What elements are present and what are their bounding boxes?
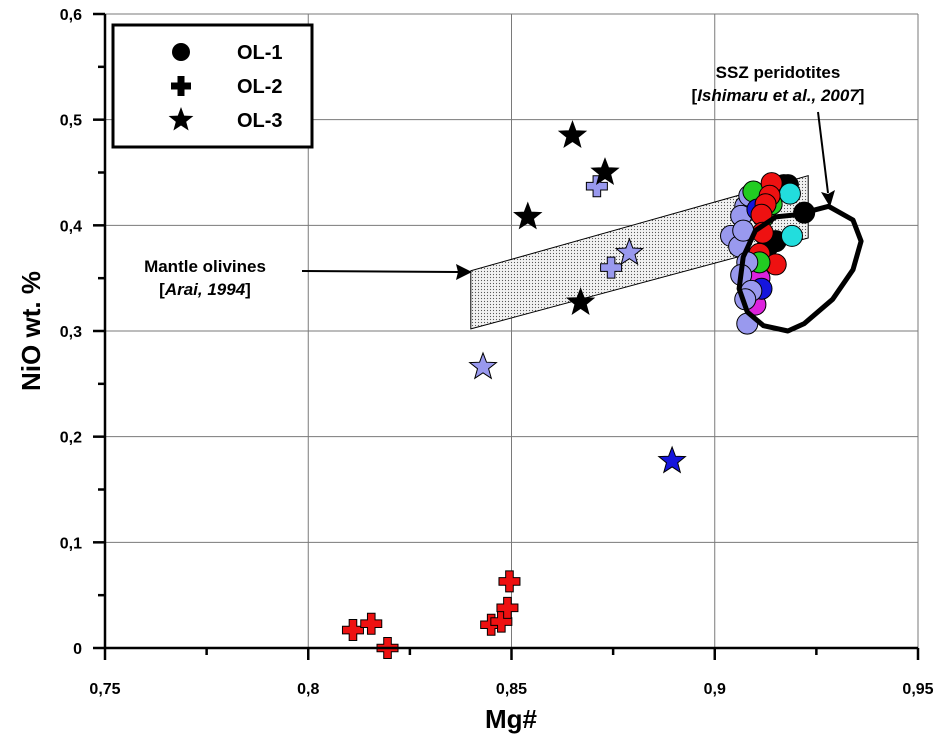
annotations: Mantle olivines [Arai, 1994] SSZ peridot… (144, 63, 864, 299)
x-axis-title: Mg# (485, 704, 538, 734)
annotation-ssz-line1: SSZ peridotites (716, 63, 841, 82)
y-tick-label: 0,1 (60, 535, 82, 552)
legend-label-ol-3: OL-3 (237, 110, 283, 132)
ol-3-point (590, 157, 620, 185)
annotation-ssz-line2: [Ishimaru et al., 2007] (692, 86, 865, 105)
legend-box (111, 23, 314, 149)
y-tick-label: 0,2 (60, 430, 82, 447)
mantle-olivines-field (470, 175, 809, 330)
legend-marker-ol-1 (172, 43, 190, 61)
y-tick-label: 0,3 (60, 324, 82, 341)
ol-3-point (557, 120, 588, 148)
x-tick-label: 0,95 (902, 681, 933, 698)
y-tick-label: 0,5 (60, 113, 82, 130)
ol-3-point (468, 351, 498, 380)
x-tick-label: 0,85 (496, 681, 527, 698)
legend-marker-ol-3 (168, 107, 194, 131)
y-tick-label: 0 (73, 641, 82, 658)
ol-2-point (600, 256, 623, 279)
y-tick-label: 0,6 (60, 7, 82, 24)
x-tick-label: 0,8 (297, 681, 319, 698)
x-tick-label: 0,75 (89, 681, 120, 698)
ssz-peridotites-field (736, 203, 864, 334)
y-tick-label: 0,4 (60, 218, 82, 235)
annotation-ssz-arrow (817, 111, 829, 194)
annotation-mantle-line1: Mantle olivines (144, 257, 266, 276)
ol-1-point (778, 182, 801, 205)
legend-label-ol-2: OL-2 (237, 76, 283, 98)
annotation-mantle-arrowhead (456, 264, 472, 280)
data-points (341, 120, 864, 659)
ticks: 0,75 0,8 0,85 0,9 0,95 0 0,1 0,2 0,3 0,4 0,5 0,6 (60, 7, 934, 698)
legend-marker-ol-2 (171, 76, 191, 96)
ol-2-point (496, 596, 519, 619)
annotation-mantle-line2: [Arai, 1994] (159, 280, 251, 299)
ol-2-point (341, 619, 364, 642)
annotation-mantle-arrow (301, 270, 459, 273)
y-axis-title: NiO wt. % (16, 271, 46, 391)
fields (470, 175, 809, 330)
x-tick-label: 0,9 (704, 681, 726, 698)
gridlines (105, 13, 919, 648)
legend-label-ol-1: OL-1 (237, 42, 283, 64)
ol-3-point (614, 237, 645, 266)
annotation-ssz-arrowhead (821, 190, 835, 207)
ol-2-point (360, 612, 383, 635)
ol-3-point (513, 201, 543, 230)
ol-2-point (498, 570, 521, 593)
ol-2-point (585, 175, 608, 198)
legend: OL-1 OL-2 OL-3 (111, 23, 314, 149)
ol-1-point (780, 224, 803, 247)
ol-3-point (565, 287, 596, 315)
ol-3-point (657, 445, 687, 474)
